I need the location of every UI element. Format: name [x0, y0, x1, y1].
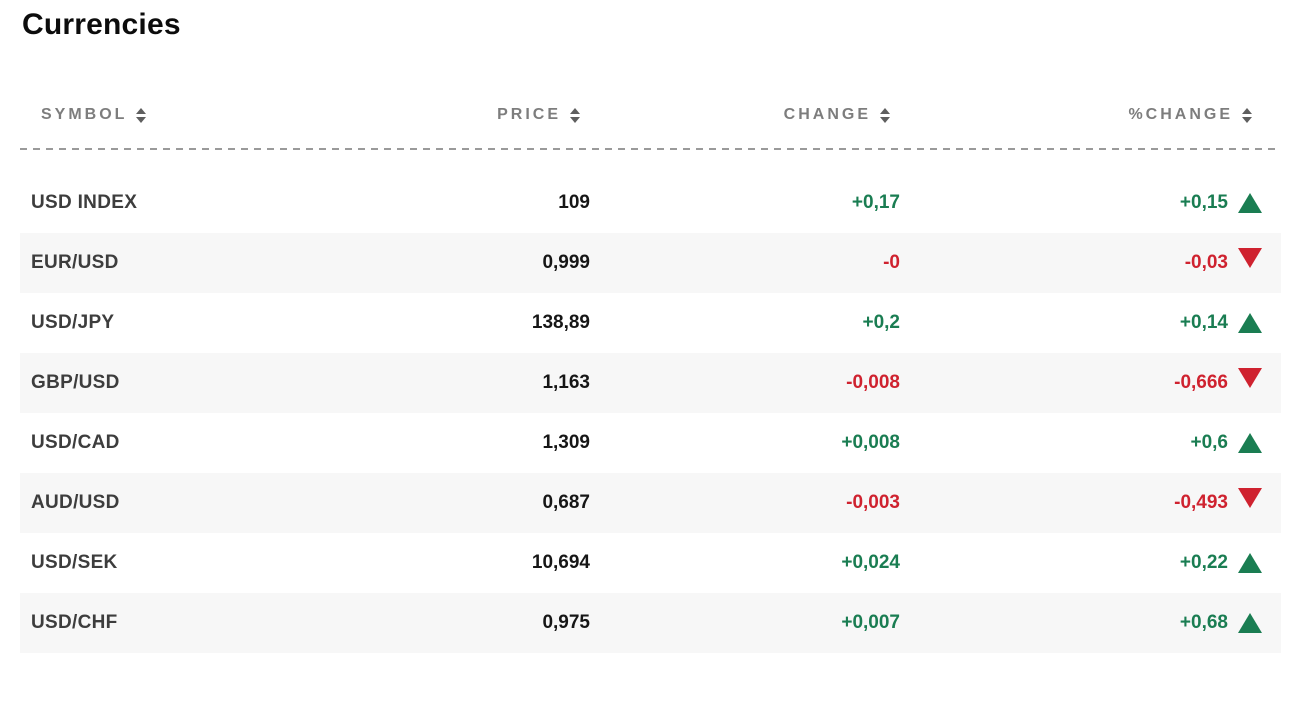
change-cell: +0,024: [841, 552, 900, 573]
column-header-label: PRICE: [497, 106, 561, 123]
price-cell: 1,163: [542, 372, 590, 393]
trend-arrow-icon: [1238, 488, 1262, 508]
symbol-cell: EUR/USD: [31, 252, 119, 273]
table-row: USD/SEK 10,694 +0,024 +0,22: [20, 533, 1281, 593]
column-header-symbol[interactable]: SYMBOL: [20, 106, 380, 124]
sort-arrows-icon: [880, 107, 890, 123]
pct-change-value: -0,666: [1174, 372, 1228, 393]
change-cell: +0,007: [841, 612, 900, 633]
pct-change-cell: -0,666: [900, 368, 1281, 394]
change-cell: +0,008: [841, 432, 900, 453]
column-header-change[interactable]: CHANGE: [590, 106, 900, 124]
price-cell: 1,309: [542, 432, 590, 453]
symbol-cell: USD/CHF: [31, 612, 118, 633]
pct-change-cell: +0,15: [900, 192, 1281, 214]
pct-change-cell: +0,14: [900, 312, 1281, 334]
change-cell: -0,003: [846, 492, 900, 513]
sort-arrows-icon: [136, 107, 147, 123]
price-cell: 10,694: [531, 552, 590, 573]
change-cell: +0,2: [862, 312, 900, 333]
pct-change-value: +0,22: [1179, 552, 1228, 573]
pct-change-cell: -0,493: [900, 488, 1281, 514]
currencies-table: SYMBOL PRICE CHANGE %CHANGE USD INDEX 10…: [20, 100, 1281, 653]
change-cell: -0,008: [846, 372, 900, 393]
symbol-cell: AUD/USD: [31, 492, 120, 513]
price-cell: 109: [558, 192, 590, 213]
sort-arrows-icon: [1242, 107, 1252, 123]
table-row: AUD/USD 0,687 -0,003 -0,493: [20, 473, 1281, 533]
column-header-label: SYMBOL: [41, 106, 128, 123]
currencies-widget: Currencies SYMBOL PRICE CHANGE %CHANGE: [0, 8, 1308, 653]
pct-change-cell: -0,03: [900, 248, 1281, 274]
column-header-price[interactable]: PRICE: [380, 106, 590, 124]
price-cell: 138,89: [531, 312, 590, 333]
pct-change-value: -0,03: [1184, 252, 1228, 273]
price-cell: 0,999: [542, 252, 590, 273]
table-row: GBP/USD 1,163 -0,008 -0,666: [20, 353, 1281, 413]
table-row: USD/JPY 138,89 +0,2 +0,14: [20, 293, 1281, 353]
trend-arrow-icon: [1238, 248, 1262, 268]
trend-arrow-icon: [1238, 313, 1262, 333]
trend-arrow-icon: [1238, 368, 1262, 388]
price-cell: 0,975: [542, 612, 590, 633]
trend-arrow-icon: [1238, 553, 1262, 573]
pct-change-value: +0,15: [1179, 192, 1228, 213]
table-row: USD/CHF 0,975 +0,007 +0,68: [20, 593, 1281, 653]
column-header-pct-change[interactable]: %CHANGE: [900, 106, 1281, 124]
pct-change-value: +0,6: [1190, 432, 1228, 453]
pct-change-value: +0,68: [1179, 612, 1228, 633]
table-row: USD/CAD 1,309 +0,008 +0,6: [20, 413, 1281, 473]
pct-change-cell: +0,6: [900, 432, 1281, 454]
column-header-label: CHANGE: [783, 106, 871, 123]
pct-change-cell: +0,68: [900, 612, 1281, 634]
trend-arrow-icon: [1238, 613, 1262, 633]
table-row: USD INDEX 109 +0,17 +0,15: [20, 173, 1281, 233]
table-header-row: SYMBOL PRICE CHANGE %CHANGE: [20, 100, 1281, 130]
header-separator: [20, 148, 1281, 150]
table-row: EUR/USD 0,999 -0 -0,03: [20, 233, 1281, 293]
pct-change-value: -0,493: [1174, 492, 1228, 513]
page-title: Currencies: [22, 8, 181, 41]
symbol-cell: USD INDEX: [31, 192, 138, 213]
symbol-cell: USD/JPY: [31, 312, 115, 333]
column-header-label: %CHANGE: [1128, 106, 1233, 123]
sort-arrows-icon: [570, 107, 580, 123]
change-cell: -0: [883, 252, 900, 273]
pct-change-cell: +0,22: [900, 552, 1281, 574]
trend-arrow-icon: [1238, 193, 1262, 213]
pct-change-value: +0,14: [1179, 312, 1228, 333]
symbol-cell: USD/SEK: [31, 552, 118, 573]
price-cell: 0,687: [542, 492, 590, 513]
change-cell: +0,17: [851, 192, 900, 213]
table-body: USD INDEX 109 +0,17 +0,15 EUR/USD 0,999 …: [20, 173, 1281, 653]
symbol-cell: GBP/USD: [31, 372, 120, 393]
trend-arrow-icon: [1238, 433, 1262, 453]
symbol-cell: USD/CAD: [31, 432, 120, 453]
